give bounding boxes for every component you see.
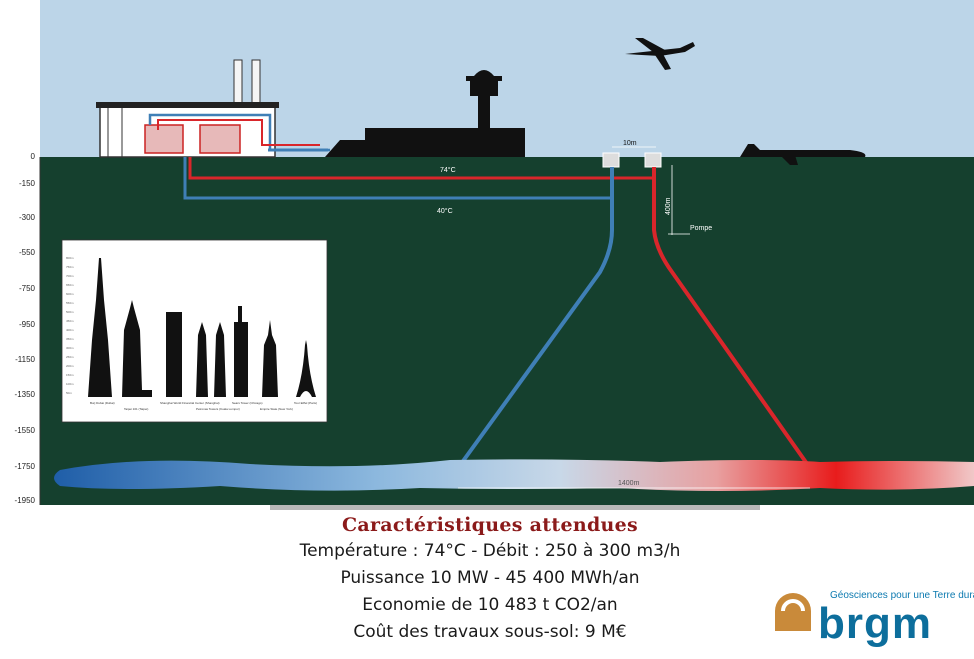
depth-tick: -1350 <box>15 390 36 399</box>
height-scale: 800m 750m 700m 650m 600m 550m 500m 450m … <box>66 256 74 395</box>
well-spacing-label: 10m <box>623 140 637 147</box>
tower-caption: Shanghai World Financial Center (Shangha… <box>160 401 219 405</box>
depth-tick: -750 <box>19 284 36 293</box>
production-wellhead <box>644 152 662 168</box>
brgm-wordmark: brgm <box>818 599 932 648</box>
svg-text:50m: 50m <box>66 391 72 395</box>
svg-text:450m: 450m <box>66 319 74 323</box>
svg-text:200m: 200m <box>66 364 74 368</box>
svg-text:800m: 800m <box>66 256 74 260</box>
depth-axis: 0 -150 -300 -550 -750 -950 -1150 -1350 -… <box>15 152 41 505</box>
co2-savings-line: Economie de 10 483 t CO2/an <box>362 595 618 615</box>
svg-text:600m: 600m <box>66 292 74 296</box>
svg-text:400m: 400m <box>66 328 74 332</box>
cold-pipe-temperature: 40°C <box>437 207 453 215</box>
depth-tick: 0 <box>31 152 36 161</box>
flying-airplane-icon <box>625 38 695 70</box>
svg-text:300m: 300m <box>66 346 74 350</box>
svg-text:500m: 500m <box>66 310 74 314</box>
tower-caption: Sears Tower (Chicago) <box>232 401 262 405</box>
brgm-logo-mark-icon <box>775 593 811 631</box>
depth-tick: -150 <box>19 179 36 188</box>
injection-wellhead <box>602 152 620 168</box>
depth-tick: -300 <box>19 213 36 222</box>
depth-tick: -950 <box>19 320 36 329</box>
reservoir-span-label: 1400m <box>618 480 640 487</box>
svg-text:100m: 100m <box>66 382 74 386</box>
svg-text:250m: 250m <box>66 355 74 359</box>
characteristics-title: Caractéristiques attendues <box>341 514 639 536</box>
surface-pipes <box>183 148 652 200</box>
shanghai-wfc-silhouette <box>166 312 182 397</box>
tower-caption: Burj Dubai (Dubai) <box>90 401 115 405</box>
depth-tick: -1950 <box>15 496 36 505</box>
cost-line: Coût des travaux sous-sol: 9 M€ <box>353 622 627 642</box>
svg-text:550m: 550m <box>66 301 74 305</box>
hot-pipe-temperature: 74°C <box>440 166 456 174</box>
temperature-flow-line: Température : 74°C - Débit : 250 à 300 m… <box>299 541 681 561</box>
expected-characteristics: Caractéristiques attendues Température :… <box>230 512 750 646</box>
geothermal-doublet-diagram: 0 -150 -300 -550 -750 -950 -1150 -1350 -… <box>14 0 974 510</box>
petronas-towers-silhouette <box>196 322 226 397</box>
tower-caption: Tour Eiffel (Paris) <box>294 401 317 405</box>
pump-label: Pompe <box>690 225 712 232</box>
depth-tick: -1150 <box>15 355 35 364</box>
eiffel-tower-silhouette <box>296 340 316 397</box>
brgm-tagline: Géosciences pour une Terre durable <box>830 590 974 601</box>
empire-state-silhouette <box>262 320 278 397</box>
taipei-101-silhouette <box>122 300 152 397</box>
svg-text:650m: 650m <box>66 283 74 287</box>
tower-caption: Empire State (New York) <box>260 407 293 411</box>
tower-caption: Petronas Towers (Kuala Lumpur) <box>196 407 240 411</box>
production-well <box>652 167 812 470</box>
svg-text:150m: 150m <box>66 373 74 377</box>
svg-text:700m: 700m <box>66 274 74 278</box>
depth-tick: -550 <box>19 248 36 257</box>
airport-terminal <box>325 70 525 157</box>
tower-caption: Taipei 101 (Taipei) <box>124 407 148 411</box>
pump-depth-label: 400m <box>665 197 672 215</box>
depth-tick: -1750 <box>15 462 36 471</box>
depth-tick: -1550 <box>15 426 36 435</box>
brgm-logo: Géosciences pour une Terre durable brgm <box>770 585 974 655</box>
burj-dubai-silhouette <box>88 258 112 397</box>
parked-airplane-icon <box>740 144 866 165</box>
injection-well <box>456 167 614 470</box>
skyscraper-comparison-inset: 800m 750m 700m 650m 600m 550m 500m 450m … <box>61 239 328 423</box>
svg-text:750m: 750m <box>66 265 74 269</box>
geothermal-reservoir <box>54 459 974 491</box>
svg-text:350m: 350m <box>66 337 74 341</box>
sears-tower-silhouette <box>234 306 248 397</box>
power-line: Puissance 10 MW - 45 400 MWh/an <box>340 568 640 588</box>
